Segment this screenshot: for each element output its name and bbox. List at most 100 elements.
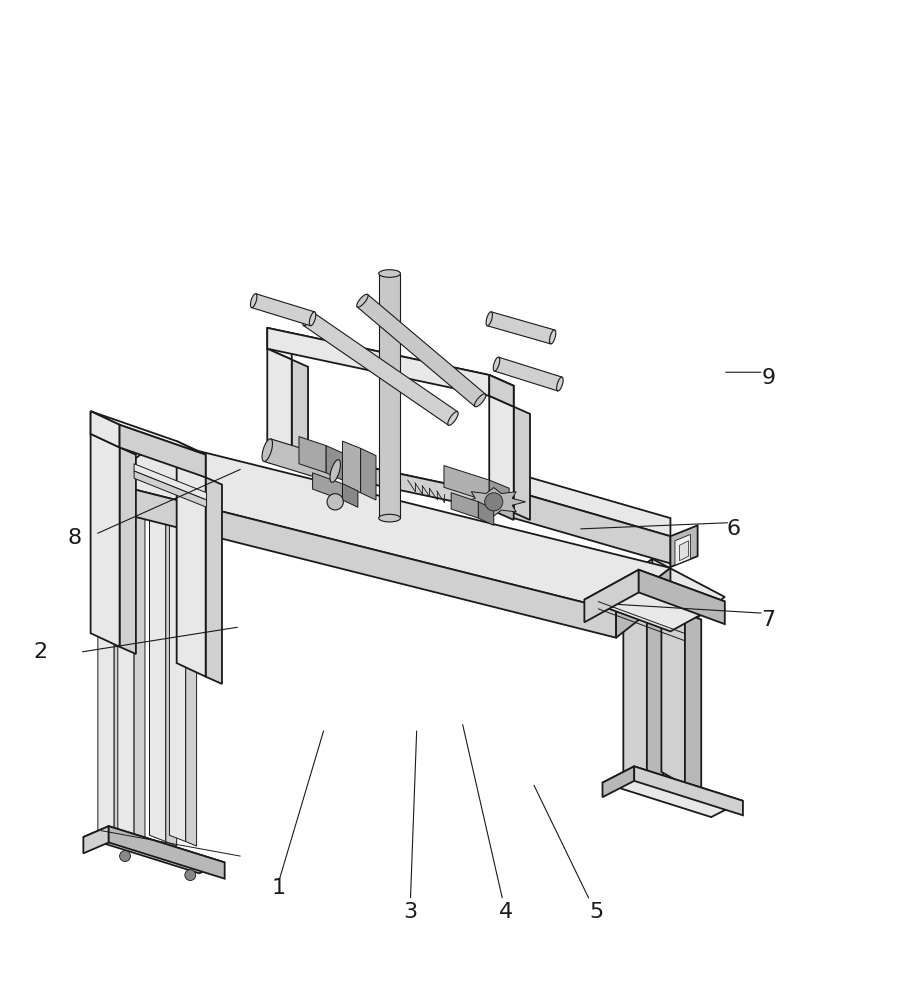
Ellipse shape — [357, 294, 368, 307]
Polygon shape — [507, 471, 670, 536]
Polygon shape — [489, 375, 514, 407]
Text: 8: 8 — [67, 528, 82, 548]
Polygon shape — [267, 328, 292, 360]
Polygon shape — [91, 411, 120, 447]
Polygon shape — [252, 294, 314, 326]
Polygon shape — [91, 434, 120, 647]
Polygon shape — [118, 494, 134, 842]
Polygon shape — [487, 312, 554, 344]
Polygon shape — [451, 493, 478, 518]
Polygon shape — [134, 464, 207, 500]
Polygon shape — [489, 493, 514, 520]
Polygon shape — [326, 446, 342, 480]
Ellipse shape — [550, 330, 555, 344]
Polygon shape — [639, 570, 725, 624]
Polygon shape — [177, 441, 206, 477]
Polygon shape — [584, 570, 639, 622]
Ellipse shape — [556, 377, 564, 391]
Polygon shape — [186, 521, 197, 846]
Polygon shape — [342, 441, 361, 493]
Polygon shape — [357, 294, 486, 407]
Polygon shape — [120, 447, 136, 654]
Polygon shape — [264, 439, 339, 482]
Polygon shape — [177, 464, 206, 677]
Polygon shape — [149, 507, 166, 842]
Polygon shape — [104, 441, 670, 611]
Polygon shape — [206, 477, 222, 684]
Polygon shape — [634, 766, 743, 815]
Polygon shape — [675, 534, 690, 565]
Polygon shape — [489, 480, 509, 510]
Polygon shape — [83, 826, 109, 853]
Polygon shape — [616, 545, 670, 611]
Circle shape — [485, 493, 503, 511]
Polygon shape — [134, 500, 145, 846]
Polygon shape — [495, 357, 562, 391]
Polygon shape — [489, 375, 514, 407]
Polygon shape — [134, 471, 207, 507]
Polygon shape — [584, 570, 725, 631]
Ellipse shape — [379, 270, 400, 277]
Text: 6: 6 — [727, 519, 741, 539]
Polygon shape — [120, 425, 206, 477]
Ellipse shape — [309, 312, 316, 326]
Polygon shape — [98, 486, 114, 842]
Polygon shape — [267, 446, 514, 504]
Polygon shape — [91, 411, 120, 447]
Ellipse shape — [262, 439, 273, 461]
Polygon shape — [104, 482, 616, 638]
Polygon shape — [267, 328, 489, 396]
Polygon shape — [680, 541, 689, 561]
Polygon shape — [304, 312, 458, 425]
Polygon shape — [478, 502, 494, 525]
Text: 3: 3 — [403, 902, 418, 922]
Polygon shape — [670, 525, 698, 567]
Text: 5: 5 — [589, 902, 603, 922]
Polygon shape — [114, 493, 125, 846]
Polygon shape — [379, 273, 400, 518]
Ellipse shape — [250, 294, 257, 308]
Text: 2: 2 — [34, 642, 48, 662]
Circle shape — [120, 851, 130, 861]
Polygon shape — [313, 473, 342, 500]
Polygon shape — [507, 489, 670, 563]
Circle shape — [327, 494, 343, 510]
Polygon shape — [166, 514, 177, 846]
Polygon shape — [685, 613, 701, 792]
Polygon shape — [616, 568, 670, 638]
Ellipse shape — [379, 514, 400, 522]
Polygon shape — [267, 446, 489, 509]
Polygon shape — [267, 349, 292, 466]
Polygon shape — [91, 411, 206, 455]
Polygon shape — [623, 600, 647, 785]
Polygon shape — [602, 766, 743, 817]
Ellipse shape — [330, 460, 341, 482]
Text: 7: 7 — [761, 610, 776, 630]
Polygon shape — [109, 826, 225, 879]
Ellipse shape — [448, 412, 458, 425]
Polygon shape — [514, 407, 530, 520]
Text: 9: 9 — [761, 368, 776, 388]
Ellipse shape — [303, 312, 313, 326]
Text: 4: 4 — [498, 902, 513, 922]
Polygon shape — [602, 766, 634, 797]
Ellipse shape — [475, 394, 486, 407]
Polygon shape — [342, 484, 358, 507]
Polygon shape — [598, 559, 725, 638]
Polygon shape — [169, 514, 186, 842]
Ellipse shape — [493, 357, 500, 371]
Polygon shape — [292, 360, 308, 473]
Polygon shape — [267, 328, 514, 386]
Text: 1: 1 — [272, 878, 286, 898]
Polygon shape — [361, 448, 376, 500]
Ellipse shape — [487, 312, 492, 326]
Polygon shape — [661, 600, 685, 785]
Polygon shape — [444, 466, 489, 502]
Polygon shape — [647, 613, 663, 792]
Circle shape — [185, 870, 196, 881]
Polygon shape — [489, 396, 514, 513]
Polygon shape — [462, 488, 525, 516]
Polygon shape — [299, 437, 326, 473]
Polygon shape — [83, 826, 225, 873]
Polygon shape — [598, 559, 652, 622]
